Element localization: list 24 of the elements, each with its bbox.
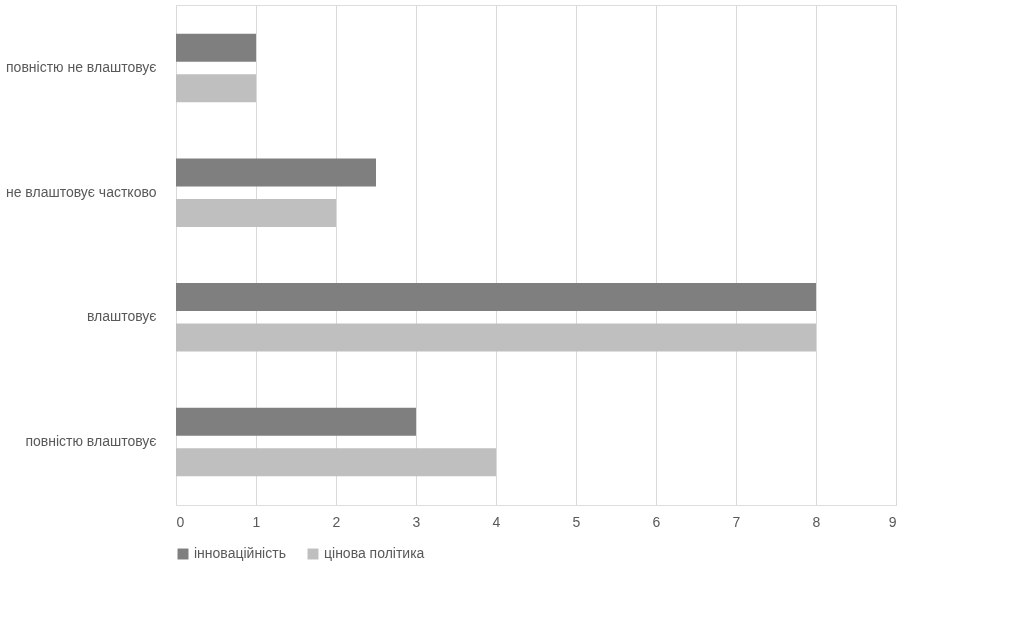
x-tick-label: 5 xyxy=(572,513,581,530)
x-tick-label: 2 xyxy=(332,513,341,530)
x-tick-label: 8 xyxy=(812,513,821,530)
y-tick-label: не влаштовує частково xyxy=(5,183,157,200)
x-tick-label: 4 xyxy=(492,513,501,530)
bar xyxy=(176,198,336,227)
bar xyxy=(176,33,256,62)
bar xyxy=(176,283,816,312)
x-tick-label: 1 xyxy=(252,513,261,530)
y-tick-label: повністю влаштовує xyxy=(25,433,157,450)
x-tick-label: 3 xyxy=(412,513,421,530)
x-tick-label: 0 xyxy=(176,513,185,530)
y-tick-label: повністю не влаштовує xyxy=(6,58,157,75)
x-tick-label: 6 xyxy=(652,513,661,530)
bar xyxy=(176,323,816,352)
bar xyxy=(176,74,256,103)
bar xyxy=(176,407,416,436)
x-tick-label: 9 xyxy=(888,513,897,530)
bar xyxy=(176,448,496,477)
legend-label: інноваційність xyxy=(194,545,286,561)
x-tick-label: 7 xyxy=(732,513,741,530)
bar xyxy=(176,158,376,187)
legend-label: цінова політика xyxy=(324,545,425,561)
y-tick-label: влаштовує xyxy=(86,308,157,325)
